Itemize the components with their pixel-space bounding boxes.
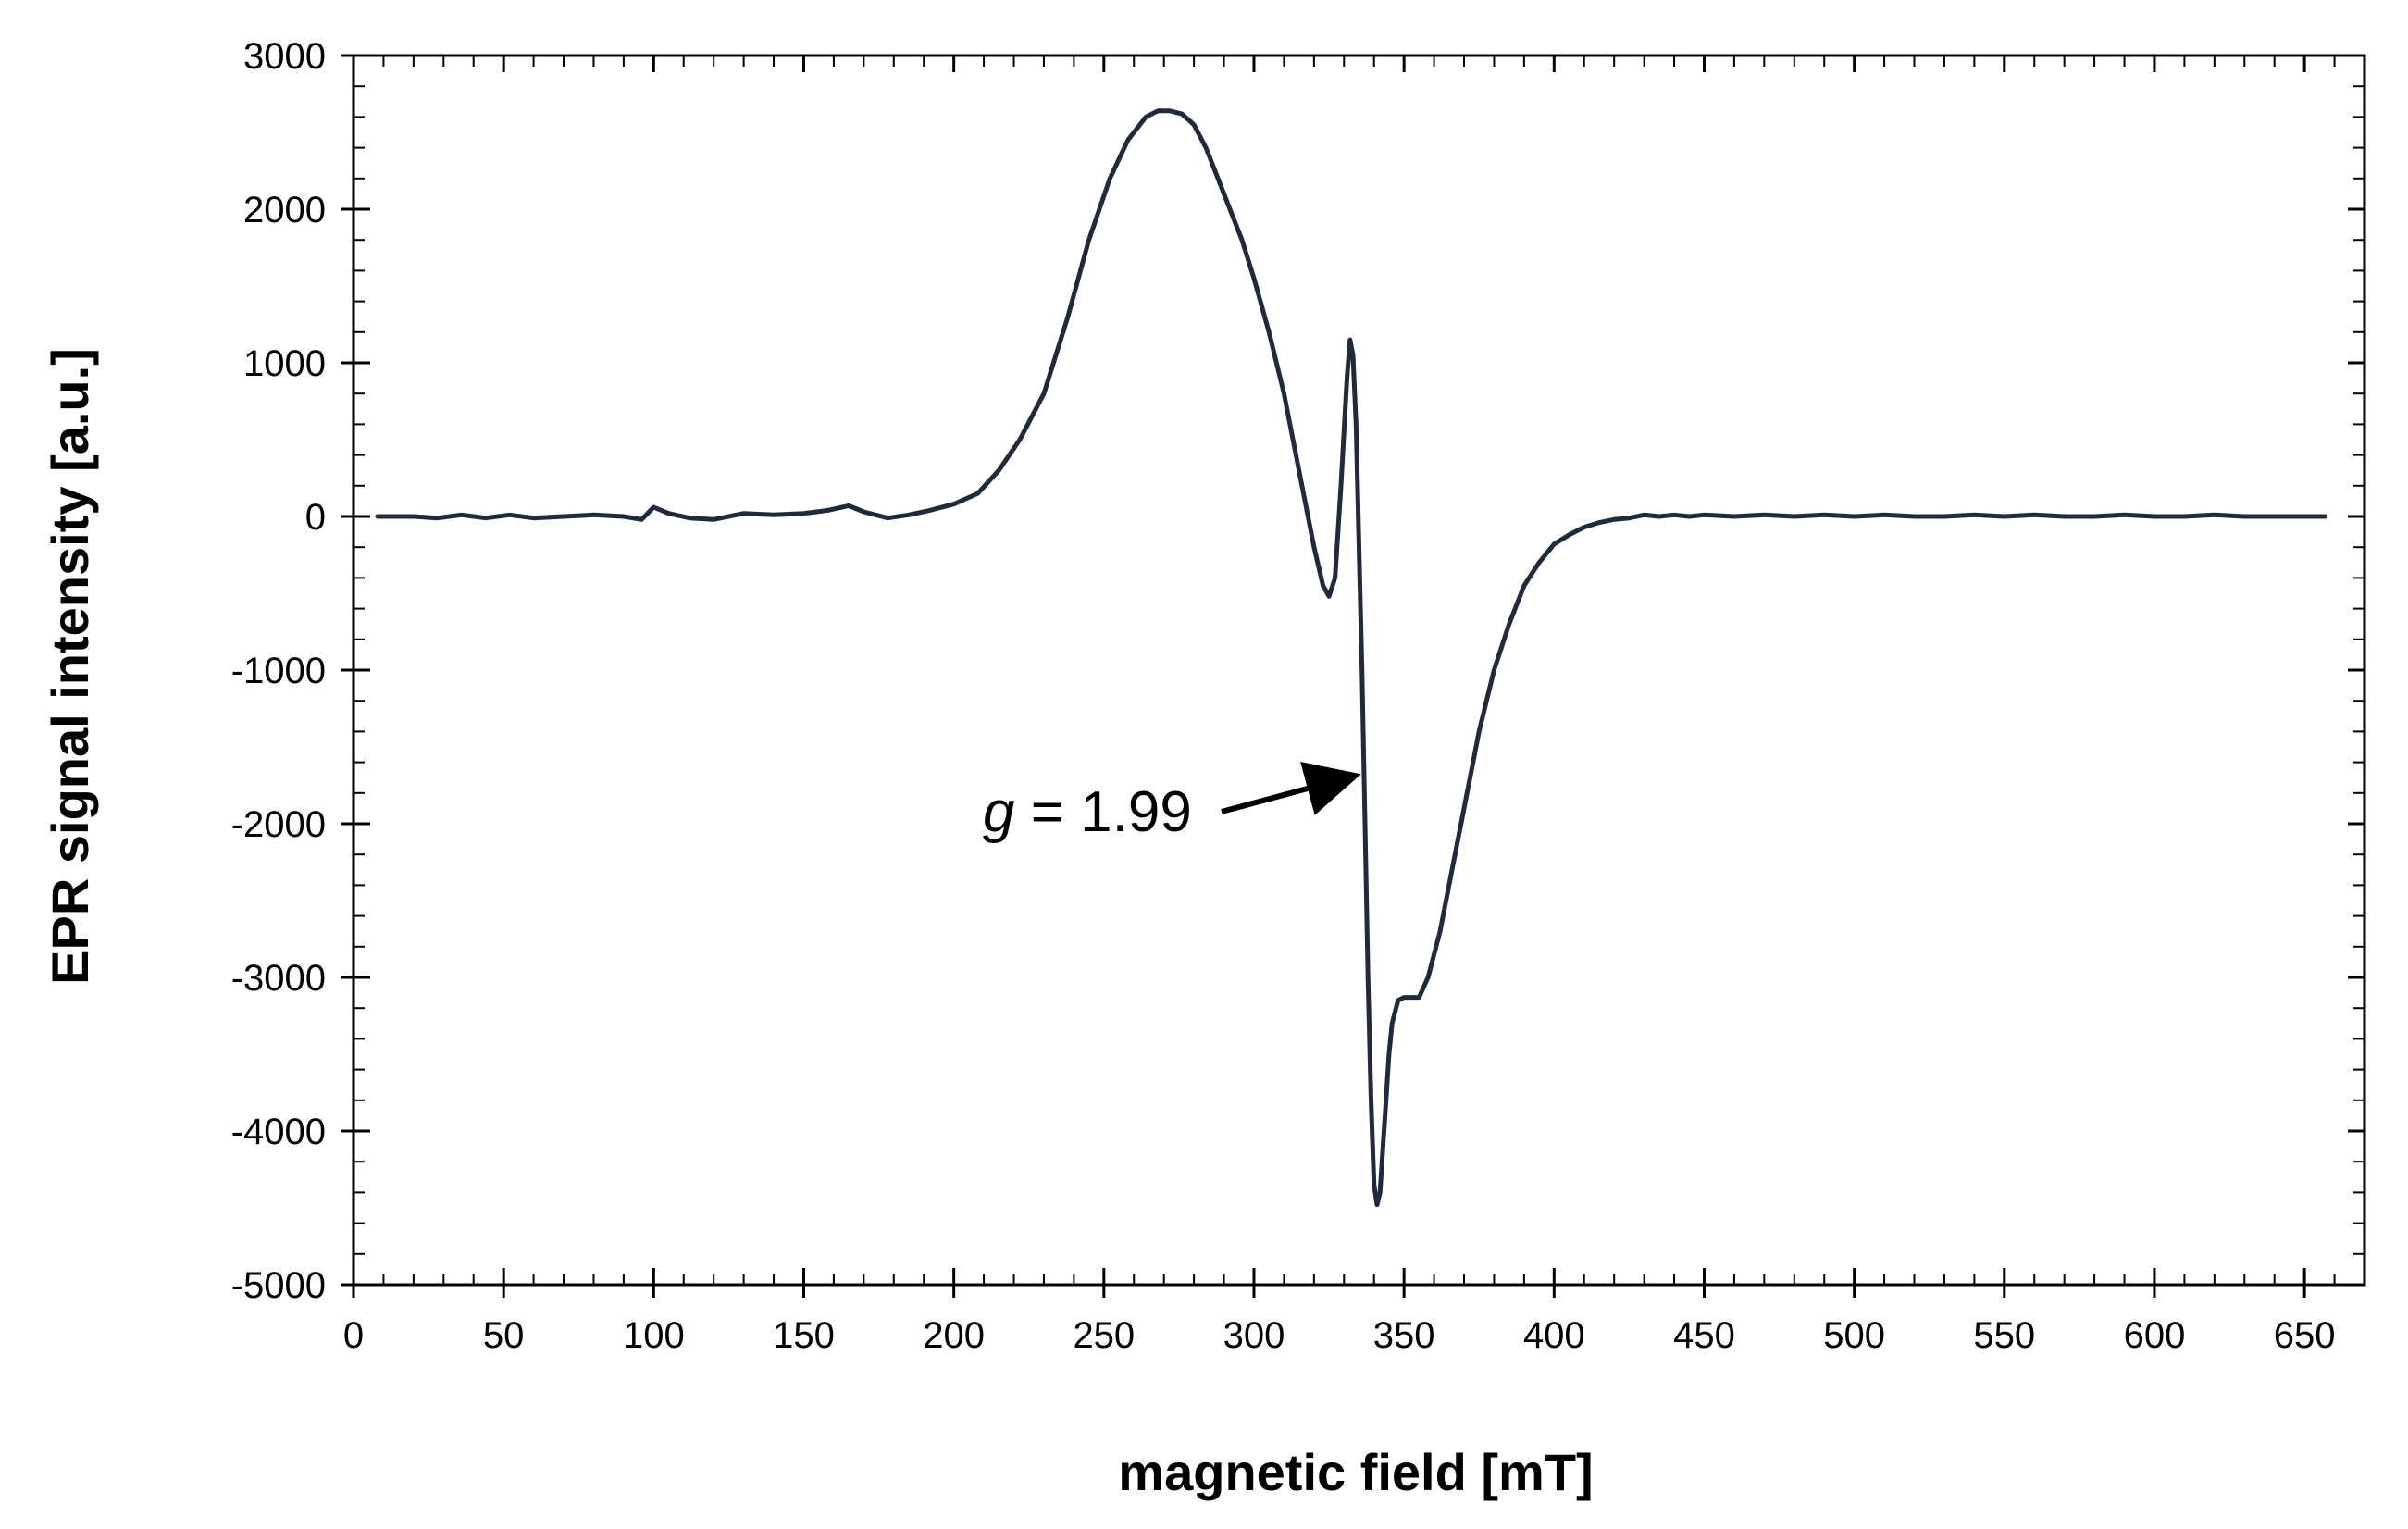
x-axis-title: magnetic field [mT] xyxy=(1118,1443,1593,1501)
axis-ticks xyxy=(341,54,2365,1298)
y-tick-label: 0 xyxy=(305,497,326,538)
x-tick-label: 250 xyxy=(1073,1315,1135,1356)
y-tick-label: -3000 xyxy=(231,958,326,999)
x-tick-label: 500 xyxy=(1823,1315,1885,1356)
x-tick-label: 400 xyxy=(1523,1315,1585,1356)
x-tick-label: 50 xyxy=(483,1315,525,1356)
x-tick-label: 650 xyxy=(2274,1315,2336,1356)
y-tick-label: 2000 xyxy=(243,190,326,230)
x-tick-label: 200 xyxy=(923,1315,985,1356)
x-tick-label: 350 xyxy=(1373,1315,1435,1356)
y-tick-label: -4000 xyxy=(231,1112,326,1152)
annotation-g-symbol: g xyxy=(983,780,1014,844)
plot-frame xyxy=(352,54,2366,1287)
series-line xyxy=(375,108,2328,1208)
y-tick-label: 3000 xyxy=(243,36,326,77)
y-axis-title: EPR signal intensity [a.u.] xyxy=(41,348,99,985)
x-tick-label: 600 xyxy=(2124,1315,2186,1356)
tick-labels: 0 50 100 150 200 250 300 350 400 450 500 550 600 650 3… xyxy=(231,36,2336,1356)
x-tick-label: 100 xyxy=(623,1315,685,1356)
y-tick-label: 1000 xyxy=(243,343,326,384)
y-tick-label: -5000 xyxy=(231,1265,326,1306)
annotation-value: = 1.99 xyxy=(1014,780,1191,844)
x-tick-label: 0 xyxy=(343,1315,364,1356)
y-tick-label: -1000 xyxy=(231,651,326,691)
svg-text:g = 1.99: g = 1.99 xyxy=(983,780,1192,844)
x-tick-label: 300 xyxy=(1223,1315,1285,1356)
x-tick-label: 550 xyxy=(1973,1315,2035,1356)
x-tick-label: 150 xyxy=(773,1315,835,1356)
x-tick-label: 450 xyxy=(1673,1315,1735,1356)
y-tick-label: -2000 xyxy=(231,804,326,845)
g-annotation: g = 1.99 xyxy=(983,761,1361,844)
annotation-arrow xyxy=(1221,761,1361,815)
